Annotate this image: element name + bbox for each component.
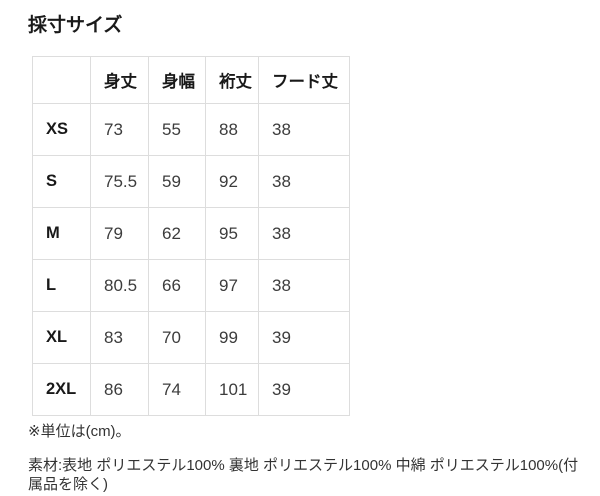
- measurement-cell: 83: [90, 311, 149, 364]
- measurement-cell: 86: [90, 363, 149, 416]
- size-label: L: [32, 259, 91, 312]
- measurement-cell: 38: [258, 259, 350, 312]
- measurement-cell: 99: [205, 311, 259, 364]
- measurement-cell: 75.5: [90, 155, 149, 208]
- page-title: 採寸サイズ: [28, 15, 123, 36]
- header-row: 身丈 身幅 裄丈 フード丈: [32, 56, 350, 104]
- size-label: XL: [32, 311, 91, 364]
- measurement-cell: 62: [148, 207, 206, 260]
- measurement-cell: 39: [258, 311, 350, 364]
- table-row-2xl: 2XL 86 74 101 39: [32, 363, 350, 416]
- size-label: M: [32, 207, 91, 260]
- measurement-cell: 59: [148, 155, 206, 208]
- col-header-hood-length: フード丈: [258, 56, 350, 104]
- measurement-cell: 92: [205, 155, 259, 208]
- table-row-xs: XS 73 55 88 38: [32, 103, 350, 156]
- col-header-body-length: 身丈: [90, 56, 149, 104]
- table-row-m: M 79 62 95 38: [32, 207, 350, 260]
- size-label: 2XL: [32, 363, 91, 416]
- measurement-cell: 95: [205, 207, 259, 260]
- measurement-cell: 70: [148, 311, 206, 364]
- col-header-body-width: 身幅: [148, 56, 206, 104]
- measurement-cell: 38: [258, 207, 350, 260]
- measurement-cell: 97: [205, 259, 259, 312]
- measurement-cell: 79: [90, 207, 149, 260]
- table-row-xl: XL 83 70 99 39: [32, 311, 350, 364]
- measurement-cell: 88: [205, 103, 259, 156]
- size-label: S: [32, 155, 91, 208]
- measurement-cell: 39: [258, 363, 350, 416]
- table-row-l: L 80.5 66 97 38: [32, 259, 350, 312]
- measurement-cell: 38: [258, 155, 350, 208]
- size-label: XS: [32, 103, 91, 156]
- measurement-cell: 38: [258, 103, 350, 156]
- measurement-cell: 55: [148, 103, 206, 156]
- measurement-cell: 66: [148, 259, 206, 312]
- col-header-sleeve-length: 裄丈: [205, 56, 259, 104]
- material-note: 素材:表地 ポリエステル100% 裏地 ポリエステル100% 中綿 ポリエステル…: [28, 457, 579, 493]
- table-row-s: S 75.5 59 92 38: [32, 155, 350, 208]
- size-table: 身丈 身幅 裄丈 フード丈 XS 73 55 88 38 S 75.5 59 9…: [32, 56, 350, 416]
- col-header-blank: [32, 56, 91, 104]
- measurement-cell: 74: [148, 363, 206, 416]
- measurement-cell: 73: [90, 103, 149, 156]
- measurement-cell: 101: [205, 363, 259, 416]
- unit-note: ※単位は(cm)。: [28, 423, 131, 440]
- measurement-cell: 80.5: [90, 259, 149, 312]
